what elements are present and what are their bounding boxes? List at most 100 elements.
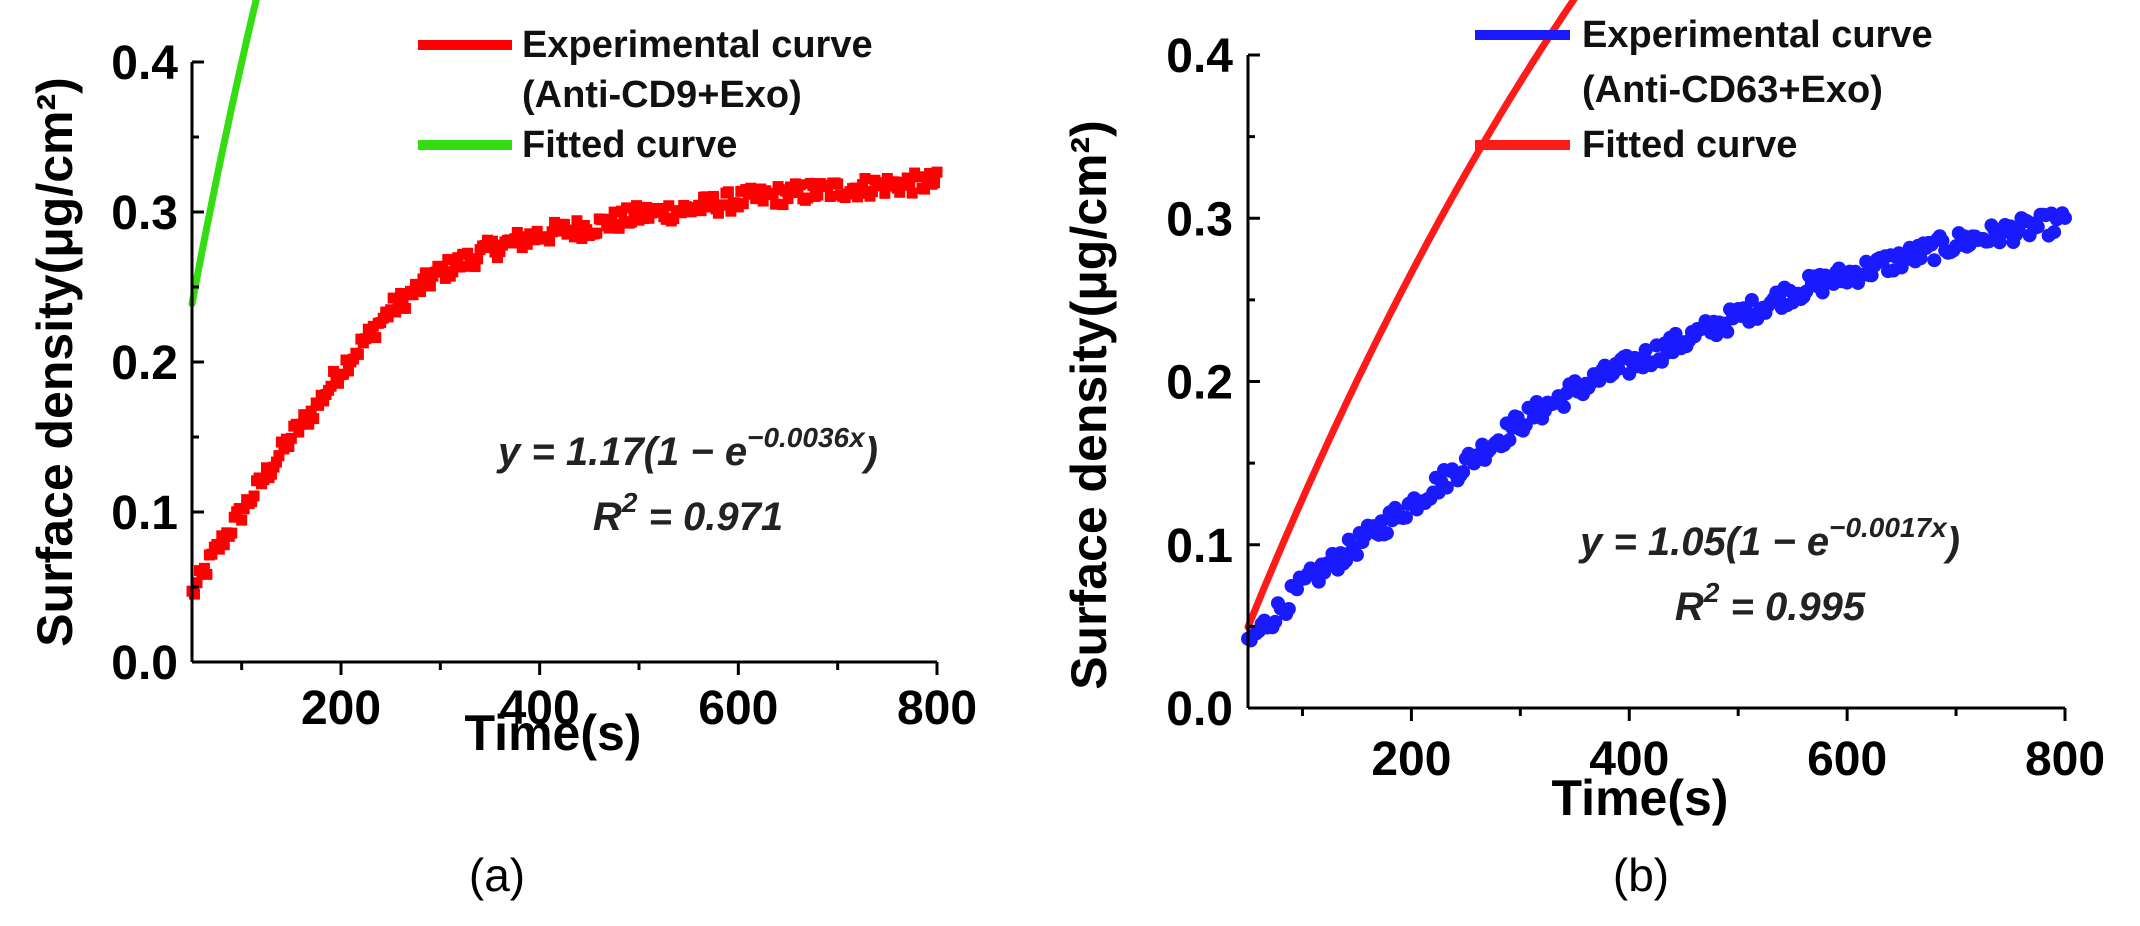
data-point: [437, 261, 449, 273]
legend-label: (Anti-CD9+Exo): [522, 74, 802, 116]
data-point: [717, 199, 729, 211]
data-point: [270, 456, 282, 468]
data-point: [303, 418, 315, 430]
data-point: [591, 227, 603, 239]
data-point: [889, 176, 901, 188]
y-tick-label: 0.1: [111, 487, 178, 540]
data-point: [472, 253, 484, 265]
data-point: [712, 207, 724, 219]
data-point: [400, 302, 412, 314]
data-point: [695, 205, 707, 217]
data-point: [412, 279, 424, 291]
data-point: [305, 405, 317, 417]
data-point: [352, 348, 364, 360]
r-squared-superscript: 2: [621, 487, 638, 518]
data-point: [655, 202, 667, 214]
data-point: [906, 187, 918, 199]
equation-prefix: y = 1.17(1 − e: [496, 430, 747, 474]
data-point: [447, 266, 459, 278]
y-axis-title: Surface density(μg/cm²): [27, 77, 83, 647]
data-point: [1913, 251, 1928, 266]
data-point: [419, 267, 431, 279]
r-squared-label: R: [1675, 585, 1704, 629]
y-tick-label: 0.2: [1166, 357, 1233, 410]
legend: Experimental curve (Anti-CD63+Exo) Fitted …: [1475, 14, 1933, 166]
equation-suffix: ): [861, 430, 878, 474]
data-point: [228, 511, 240, 523]
y-tick-label: 0.2: [111, 337, 178, 390]
x-axis-title: Time(s): [465, 705, 642, 761]
data-point: [283, 441, 295, 453]
data-point: [1398, 510, 1413, 525]
equation-prefix: y = 1.05(1 − e: [1578, 520, 1829, 564]
data-point: [608, 206, 620, 218]
data-point: [201, 568, 213, 580]
data-point: [191, 577, 203, 589]
data-point: [757, 195, 769, 207]
data-point: [1374, 514, 1389, 529]
data-point: [325, 380, 337, 392]
legend-label: Experimental curve: [522, 24, 873, 66]
data-point: [603, 222, 615, 234]
x-tick-label: 800: [897, 682, 977, 735]
legend: Experimental curve (Anti-CD9+Exo) Fitted c…: [418, 24, 873, 166]
data-point: [1349, 547, 1364, 562]
data-point: [1638, 343, 1653, 358]
data-point: [382, 311, 394, 323]
data-point: [859, 173, 871, 185]
data-point: [295, 418, 307, 430]
data-point: [1379, 526, 1394, 541]
data-point: [342, 365, 354, 377]
data-point: [725, 205, 737, 217]
data-point: [663, 200, 675, 212]
data-point: [794, 179, 806, 191]
x-tick-label: 600: [698, 682, 778, 735]
data-point: [668, 213, 680, 225]
data-point: [802, 192, 814, 204]
data-point: [640, 201, 652, 213]
data-point: [929, 177, 941, 189]
data-point: [442, 254, 454, 266]
y-tick-label: 0.4: [111, 37, 178, 90]
data-point: [521, 238, 533, 250]
fit-equation: y = 1.05(1 − e−0.0017x): [1578, 512, 1960, 564]
data-point: [598, 213, 610, 225]
y-tick-label: 0.1: [1166, 520, 1233, 573]
data-point: [246, 496, 258, 508]
experimental-series: [186, 166, 943, 600]
data-point: [566, 224, 578, 236]
data-point: [675, 207, 687, 219]
x-axis-title: Time(s): [1552, 770, 1729, 826]
panel-caption: (a): [469, 849, 525, 901]
data-point: [708, 190, 719, 202]
data-point: [188, 588, 200, 600]
data-point: [2047, 225, 2062, 240]
data-point: [901, 172, 913, 184]
data-point: [931, 166, 943, 178]
data-point: [265, 468, 277, 480]
data-point: [613, 222, 625, 234]
data-point: [904, 179, 916, 191]
data-point: [226, 527, 238, 539]
data-point: [1720, 324, 1735, 339]
data-point: [218, 539, 230, 551]
data-point: [914, 171, 926, 183]
x-tick-label: 400: [500, 682, 580, 735]
data-point: [854, 185, 866, 197]
panel-caption: (b): [1613, 849, 1669, 901]
data-point: [1529, 394, 1544, 409]
data-point: [1556, 399, 1571, 414]
data-point: [559, 218, 570, 230]
panel-a: 0.0 0.1 0.2 0.3 0.4 200 400 600 800 Time(s) Surfac…: [27, 0, 977, 901]
x-tick-label: 200: [301, 682, 381, 735]
data-point: [328, 365, 340, 377]
equation-suffix: ): [1943, 520, 1960, 564]
x-tick-label: 800: [2025, 733, 2105, 786]
y-tick-label: 0.0: [111, 637, 178, 690]
legend-label: Fitted curve: [1582, 124, 1797, 166]
data-point: [576, 232, 588, 244]
fit-equation: y = 1.17(1 − e−0.0036x): [496, 422, 878, 474]
x-tick-label: 200: [1371, 733, 1451, 786]
data-point: [807, 179, 819, 191]
